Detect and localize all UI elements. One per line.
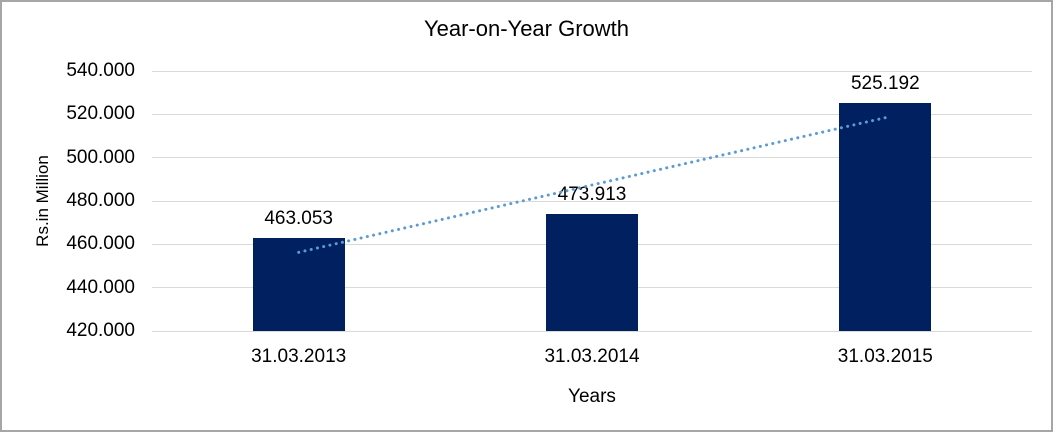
bar-data-label: 463.053 bbox=[264, 207, 333, 229]
y-axis-tick-label: 420.000 bbox=[66, 320, 135, 341]
y-axis-tick-label: 520.000 bbox=[66, 103, 135, 125]
y-axis-tick-label: 540.000 bbox=[66, 60, 135, 81]
trendline-dotted-line bbox=[297, 116, 887, 254]
y-axis-tick-label: 440.000 bbox=[66, 276, 135, 298]
bar-data-label: 525.192 bbox=[850, 73, 920, 95]
x-axis-tick-label: 31.03.2015 bbox=[837, 346, 933, 367]
x-axis-title: Years bbox=[568, 386, 616, 407]
bar-data-label: 473.913 bbox=[557, 184, 627, 206]
chart-title: Year-on-Year Growth bbox=[423, 16, 630, 41]
bar-31.03.2015 bbox=[839, 103, 932, 331]
y-axis-tick-label: 480.000 bbox=[66, 190, 135, 211]
x-axis-tick-label: 31.03.2014 bbox=[544, 346, 640, 367]
bar-31.03.2014 bbox=[546, 214, 638, 331]
y-axis-tick-label: 500.000 bbox=[66, 146, 135, 168]
y-axis-tick-label: 460.000 bbox=[66, 233, 135, 255]
x-axis-tick-label: 31.03.2013 bbox=[251, 346, 347, 367]
